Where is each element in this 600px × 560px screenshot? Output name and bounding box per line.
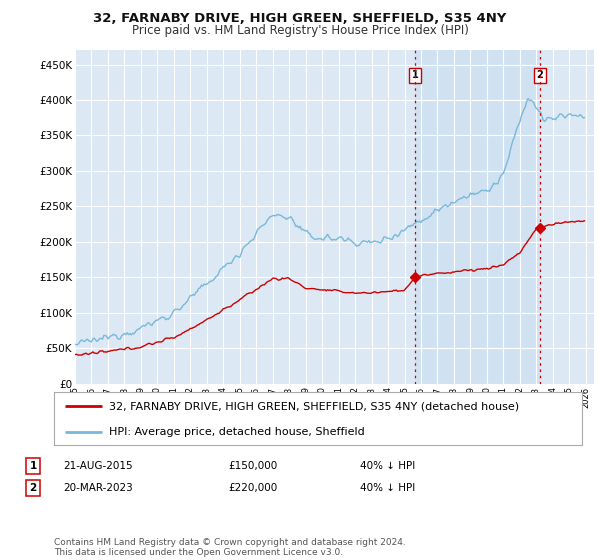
Bar	[415, 50, 540, 384]
Text: Price paid vs. HM Land Registry's House Price Index (HPI): Price paid vs. HM Land Registry's House …	[131, 24, 469, 36]
Text: 32, FARNABY DRIVE, HIGH GREEN, SHEFFIELD, S35 4NY: 32, FARNABY DRIVE, HIGH GREEN, SHEFFIELD…	[94, 12, 506, 25]
Text: 1: 1	[29, 461, 37, 471]
Text: 2: 2	[29, 483, 37, 493]
Text: 2: 2	[536, 70, 544, 80]
Text: £220,000: £220,000	[228, 483, 277, 493]
Text: £150,000: £150,000	[228, 461, 277, 471]
Text: 32, FARNABY DRIVE, HIGH GREEN, SHEFFIELD, S35 4NY (detached house): 32, FARNABY DRIVE, HIGH GREEN, SHEFFIELD…	[109, 402, 520, 412]
Text: 20-MAR-2023: 20-MAR-2023	[63, 483, 133, 493]
Text: 21-AUG-2015: 21-AUG-2015	[63, 461, 133, 471]
Text: 1: 1	[412, 70, 418, 80]
Text: HPI: Average price, detached house, Sheffield: HPI: Average price, detached house, Shef…	[109, 427, 365, 437]
Text: Contains HM Land Registry data © Crown copyright and database right 2024.
This d: Contains HM Land Registry data © Crown c…	[54, 538, 406, 557]
Text: 40% ↓ HPI: 40% ↓ HPI	[360, 461, 415, 471]
Text: 40% ↓ HPI: 40% ↓ HPI	[360, 483, 415, 493]
